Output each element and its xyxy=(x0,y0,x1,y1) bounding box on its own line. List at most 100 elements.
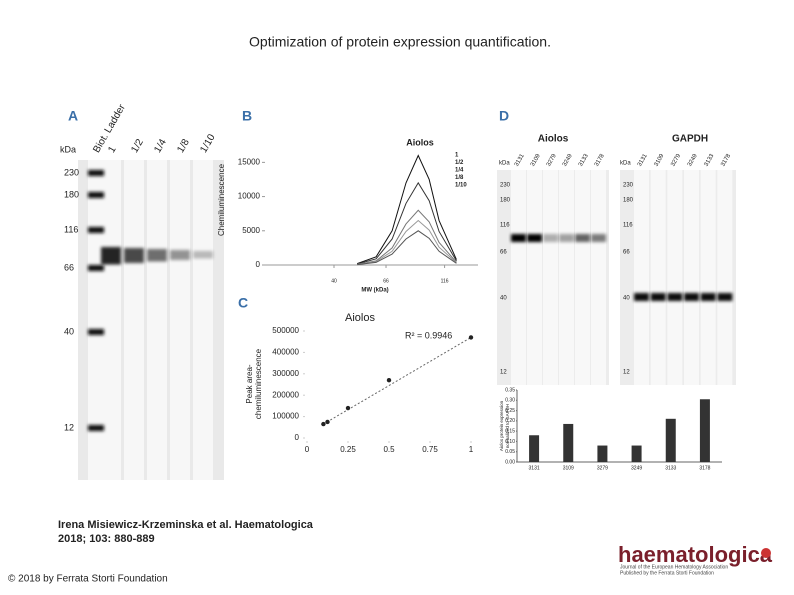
lane xyxy=(650,170,666,385)
chart: B Aiolos Chemiluminescence MW (kDa) 0 5000 100… xyxy=(217,108,478,294)
lane-label: 3131 xyxy=(637,153,649,168)
lane xyxy=(667,170,683,385)
marker-label: 180 xyxy=(500,198,511,204)
bar xyxy=(665,418,676,462)
lane xyxy=(717,170,733,385)
unit-label: kDa xyxy=(499,161,510,167)
legend-label: 1/2 xyxy=(455,160,464,166)
lane-label: 1/2 xyxy=(129,137,146,155)
point xyxy=(386,378,392,383)
lane xyxy=(511,170,526,385)
lane xyxy=(559,170,574,385)
y-tick-label: 0 xyxy=(256,260,261,269)
series-line xyxy=(357,181,457,265)
lane xyxy=(575,170,590,385)
bar xyxy=(631,445,642,462)
series-line xyxy=(357,209,457,265)
marker-label: 230 xyxy=(64,167,79,177)
ladder-band xyxy=(88,265,104,271)
unit-label: kDa xyxy=(60,144,76,154)
lane-label: 3109 xyxy=(530,153,542,168)
band xyxy=(543,234,558,242)
logo-icon xyxy=(761,548,771,558)
point xyxy=(468,335,474,340)
x-tick-label: 40 xyxy=(331,278,337,284)
series-line xyxy=(357,219,457,265)
lane xyxy=(147,160,167,480)
ladder-band xyxy=(88,227,104,233)
x-tick-label: 3131 xyxy=(529,465,540,471)
x-tick-label: 116 xyxy=(441,278,449,284)
y-tick-label: 0.20 xyxy=(505,418,515,424)
x-tick-label: 0.75 xyxy=(422,445,438,454)
band xyxy=(559,234,574,242)
series-line xyxy=(357,154,457,265)
ladder-band xyxy=(88,170,104,176)
legend-label: 1/10 xyxy=(455,183,467,189)
bar xyxy=(699,399,710,462)
band xyxy=(717,293,733,301)
lane xyxy=(634,170,649,385)
y-tick-label: 0.30 xyxy=(505,398,515,404)
y-tick-label: 0 xyxy=(295,433,300,442)
band xyxy=(650,293,666,301)
marker-label: 12 xyxy=(500,370,507,376)
marker-label: 40 xyxy=(500,296,507,302)
logo-name: haematologica xyxy=(618,542,773,567)
lane-label: 3279 xyxy=(670,153,682,168)
chart: Aiolos protein expression normalized to G… xyxy=(499,387,722,471)
lane xyxy=(124,160,144,480)
x-tick-label: 0 xyxy=(305,445,310,454)
marker-label: 230 xyxy=(500,183,511,189)
lane-label: 3133 xyxy=(578,153,590,168)
point xyxy=(325,419,330,425)
marker-label: 12 xyxy=(623,370,630,376)
ladder-band xyxy=(88,329,104,335)
y-tick-label: 400000 xyxy=(272,348,299,357)
bar xyxy=(597,445,608,462)
y-tick-label: 0.35 xyxy=(505,387,515,393)
band xyxy=(700,293,716,301)
point xyxy=(345,405,351,411)
panel-d: D Aiolos kDa 230 180 116 66 40 12 3131 3109 3279 324… xyxy=(497,108,736,385)
legend-label: 1/8 xyxy=(455,175,464,181)
y-tick-label: 100000 xyxy=(272,412,299,421)
logo-tagline: Journal of the European Hematology Assoc… xyxy=(620,564,728,570)
band xyxy=(634,293,649,301)
lane-label: 1/10 xyxy=(198,132,217,155)
marker-label: 180 xyxy=(623,198,634,204)
logo-tagline: Published by the Ferrata Storti Foundati… xyxy=(620,570,714,576)
x-tick-label: 66 xyxy=(383,278,389,284)
lane xyxy=(543,170,558,385)
band xyxy=(101,247,121,265)
band xyxy=(124,248,144,263)
band xyxy=(591,234,606,242)
y-tick-label: 0.05 xyxy=(505,449,515,455)
series-line xyxy=(357,230,457,266)
lane xyxy=(700,170,716,385)
marker-label: 116 xyxy=(500,223,510,229)
lane-label: 3131 xyxy=(514,153,526,168)
x-tick-label: 0.5 xyxy=(383,445,395,454)
y-tick-label: 10000 xyxy=(238,192,261,201)
band xyxy=(575,234,590,242)
marker-label: 12 xyxy=(64,422,74,432)
annotation: R² = 0.9946 xyxy=(405,330,452,340)
y-axis-label: Chemiluminescence xyxy=(217,163,226,236)
lane-label: 3178 xyxy=(720,153,732,168)
x-tick-label: 3249 xyxy=(631,465,642,471)
marker-label: 116 xyxy=(64,224,78,234)
logo: haematologica Journal of the European He… xyxy=(618,542,773,577)
lane xyxy=(591,170,606,385)
bar xyxy=(529,435,540,462)
band xyxy=(684,293,699,301)
y-tick-label: 500000 xyxy=(272,326,299,335)
chart-title: Aiolos xyxy=(345,312,375,324)
y-tick-label: 0.15 xyxy=(505,428,515,434)
lane-label: 3279 xyxy=(546,153,558,168)
chart-title: Aiolos xyxy=(406,137,434,147)
x-tick-label: 0.25 xyxy=(340,445,356,454)
y-tick-label: 0.10 xyxy=(505,439,515,445)
